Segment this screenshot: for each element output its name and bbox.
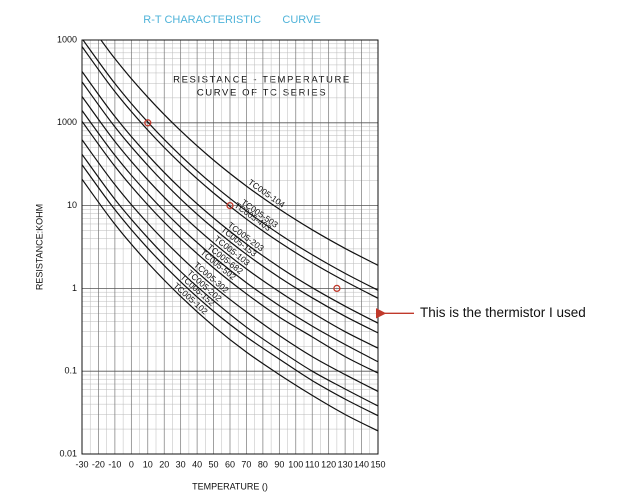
x-tick-label: -30 — [75, 459, 88, 469]
x-tick-label: 20 — [159, 459, 169, 469]
marker-point — [226, 201, 234, 210]
x-tick-label: 70 — [241, 459, 251, 469]
inner-title: CURVE OF TC SERIES — [197, 88, 327, 99]
curve — [82, 110, 378, 363]
marker-point — [144, 119, 152, 127]
curve — [82, 71, 378, 324]
inner-title: RESISTANCE - TEMPERATURE — [173, 75, 351, 86]
marker-point — [333, 284, 341, 293]
x-tick-label: 80 — [258, 459, 268, 469]
x-tick-label: 0 — [129, 459, 134, 469]
curve — [82, 46, 378, 299]
curve — [82, 121, 378, 374]
plot-frame — [81, 39, 379, 455]
x-tick-label: 90 — [274, 459, 284, 469]
x-tick-label: 150 — [370, 459, 385, 469]
annotation: This is the thermistor I used — [420, 305, 586, 320]
x-tick-label: -10 — [108, 459, 121, 469]
y-tick-label: 0.01 — [59, 448, 77, 458]
x-tick-label: -20 — [92, 459, 105, 469]
curve — [82, 178, 378, 432]
x-tick-label: 130 — [338, 459, 353, 469]
x-tick-label: 60 — [225, 459, 235, 469]
curve — [100, 40, 378, 266]
y-tick-label: 1 — [72, 283, 77, 293]
x-tick-label: 140 — [354, 459, 369, 469]
chart-title: R-T CHARACTERISTIC CURVE — [143, 14, 320, 26]
curve — [82, 81, 378, 334]
x-tick-label: 30 — [176, 459, 186, 469]
y-tick-label: 1000 — [57, 117, 77, 127]
curves — [82, 40, 378, 432]
x-axis-label: TEMPERATURE () — [192, 481, 268, 491]
curve — [82, 164, 378, 417]
x-tick-label: 100 — [288, 459, 303, 469]
y-axis-label: RESISTANCE:KOHM — [34, 204, 44, 290]
curve — [82, 153, 378, 407]
x-tick-label: 10 — [143, 459, 153, 469]
curve — [82, 40, 378, 291]
x-tick-label: 110 — [305, 459, 319, 469]
y-tick-label: 1000 — [57, 34, 77, 44]
curve — [82, 96, 378, 349]
y-tick-label: 0.1 — [64, 366, 77, 376]
x-tick-label: 50 — [209, 459, 219, 469]
x-tick-label: 40 — [192, 459, 202, 469]
y-tick-label: 10 — [67, 200, 77, 210]
x-tick-label: 120 — [321, 459, 336, 469]
curve — [82, 139, 378, 392]
